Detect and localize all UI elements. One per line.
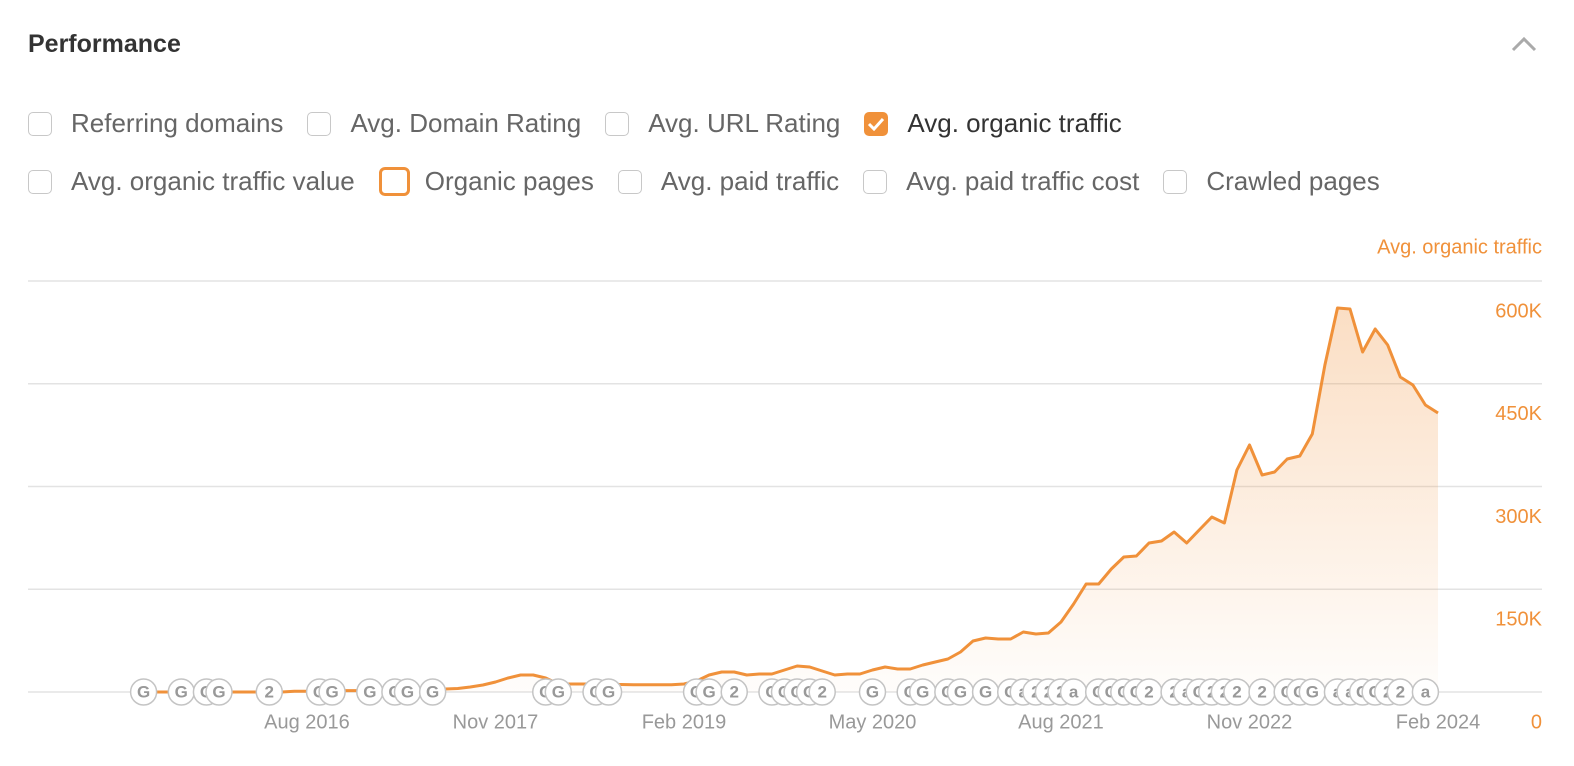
option[interactable]: Avg. paid traffic [617,166,840,197]
annotation-marker [205,678,233,706]
x-tick-label: Feb 2019 [642,711,727,733]
annotation-label: G [552,682,565,701]
annotation-label: G [401,682,414,701]
panel-title: Performance [28,30,181,58]
option-label: Referring domains [71,108,284,138]
y-tick-label: 150K [1495,609,1542,631]
annotation-label: 2 [1232,682,1241,701]
annotation-label: G [954,682,967,701]
annotation-label: G [363,682,376,701]
option-label: Avg. paid traffic [660,166,840,196]
annotation-label: 2 [1144,682,1153,701]
checkbox[interactable] [1163,169,1188,194]
annotation-label: 2 [1257,682,1266,701]
annotation-marker [858,678,887,706]
annotation-label: a [1069,682,1079,701]
collapse-chevron[interactable] [1510,34,1538,54]
option[interactable]: Organic pages [378,166,594,197]
option[interactable]: Avg. organic traffic value [28,166,355,197]
option-row: Avg. organic traffic value Organic pages A… [28,166,1404,197]
checkbox[interactable] [378,167,410,196]
checkbox[interactable] [28,111,52,136]
y-tick-label: 300K [1495,506,1542,528]
y-tick-label: 450K [1495,403,1542,425]
annotation-label: G [426,682,439,701]
annotation-marker [129,678,158,706]
option-row: Referring domains Avg. Domain Rating Avg. … [28,108,1146,139]
option-label: Avg. URL Rating [648,108,841,138]
option[interactable]: Referring domains [28,108,283,139]
option[interactable]: Avg. Domain Rating [307,108,581,139]
option[interactable]: Avg. URL Rating [605,108,840,139]
annotation-marker [1411,678,1440,706]
checkbox[interactable] [28,169,52,194]
annotation-label: 2 [1396,682,1405,701]
annotation-label: G [175,682,188,701]
annotation-label: G [866,682,879,701]
annotation-label: G [325,682,338,701]
option-label: Avg. Domain Rating [350,108,582,138]
y-tick-label: 0 [1531,711,1542,733]
option-label: Crawled pages [1206,166,1380,196]
x-tick-label: Nov 2017 [453,711,539,733]
x-tick-label: Aug 2021 [1018,711,1104,733]
option[interactable]: Crawled pages [1163,166,1380,197]
annotation-label: 2 [817,682,826,701]
annotation-marker [418,678,447,706]
annotation-marker [808,678,836,706]
option-label: Organic pages [424,166,594,196]
annotation-label: G [979,682,992,701]
option-label: Avg. organic traffic value [71,166,355,196]
chart: Avg. organic traffic 0 150K 300K 450K 600K Aug… [28,236,1543,733]
annotation-label: G [137,682,150,701]
annotation-marker [720,678,748,706]
annotation-label: G [916,682,929,701]
annotation-label: G [602,682,615,701]
checkbox[interactable] [605,111,630,136]
annotation-label: 2 [265,682,274,701]
option-label: Avg. organic traffic [907,108,1122,138]
area-fill [143,308,1439,692]
annotation-label: a [1421,682,1431,701]
annotation-label: G [1306,682,1319,701]
option[interactable]: Avg. organic traffic [864,108,1122,139]
checkbox[interactable] [863,169,888,194]
checkbox[interactable] [307,111,332,136]
series-label: Avg. organic traffic [1377,236,1542,258]
checkbox[interactable] [864,111,889,136]
annotation-marker [594,678,623,706]
y-tick-label: 600K [1495,300,1542,322]
checkbox[interactable] [617,169,642,194]
annotation-label: G [212,682,225,701]
option[interactable]: Avg. paid traffic cost [863,166,1139,197]
check-mark [868,117,885,131]
x-tick-label: Aug 2016 [264,711,350,733]
annotation-label: 2 [730,682,739,701]
option-label: Avg. paid traffic cost [906,166,1140,196]
annotation-marker [544,678,573,706]
x-tick-label: Nov 2022 [1207,711,1293,733]
annotation-marker [318,678,346,706]
annotation-marker [255,678,284,706]
x-tick-label: Feb 2024 [1396,711,1481,733]
x-tick-label: May 2020 [829,711,917,733]
annotation-label: G [702,682,715,701]
